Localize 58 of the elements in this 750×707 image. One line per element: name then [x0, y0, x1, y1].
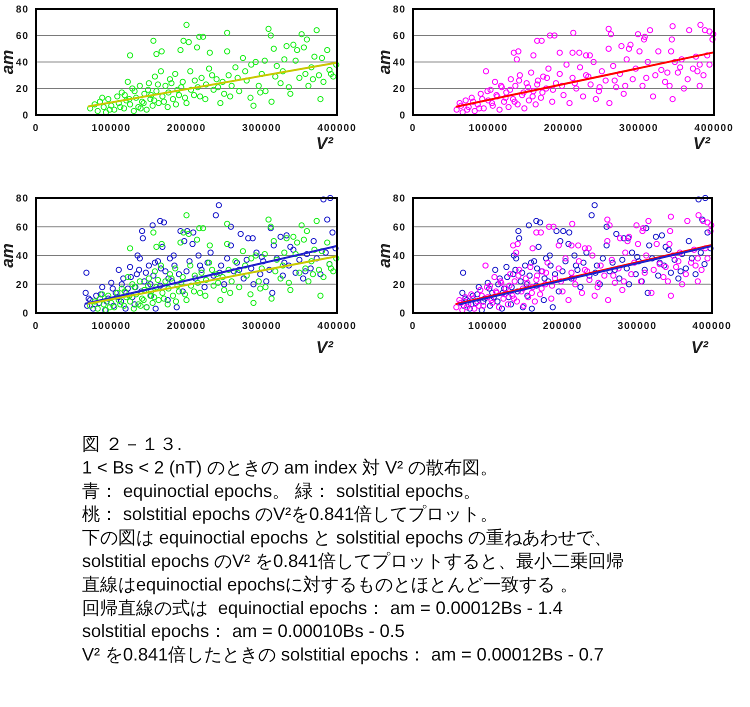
x-tick-label: 300000	[619, 123, 658, 134]
x-axis-title: V²	[691, 338, 710, 357]
text: 図 ２－１３.	[82, 434, 182, 454]
y-tick-label: 80	[16, 194, 29, 204]
y-axis-title: am	[0, 243, 17, 268]
text: 下の図は equinoctial epochs と solstitial epochs の重ねあわせで、	[82, 528, 612, 548]
x-tick-label: 0	[410, 321, 416, 332]
y-tick-label: 0	[399, 308, 406, 320]
y-tick-label: 40	[392, 58, 406, 68]
x-tick-label: 100000	[92, 123, 131, 134]
text: 回帰直線の式は equinoctial epochs： am = 0.00012Bs - 1.4	[82, 598, 563, 618]
x-tick-label: 200000	[166, 321, 206, 332]
x-tick-label: 300000	[618, 321, 657, 332]
x-tick-label: 400000	[692, 321, 732, 332]
x-tick-label: 200000	[544, 123, 584, 134]
x-tick-label: 0	[32, 321, 40, 332]
text: 1 < Bs < 2 (nT) のときの am index 対 V² の散布図。	[82, 457, 498, 478]
y-axis-title: am	[375, 50, 394, 74]
x-tick-label: 100000	[92, 321, 131, 332]
text: solstitial epochs のV² を0.841倍してプロットすると、最小二乗回帰	[82, 551, 624, 571]
x-axis-title: V²	[316, 338, 334, 357]
text: 青： equinoctial epochs。 緑： solstitial epochs。	[82, 480, 482, 501]
x-axis-title: V²	[693, 134, 712, 153]
x-tick-label: 100000	[468, 321, 508, 332]
x-tick-label: 0	[410, 123, 416, 134]
x-tick-label: 400000	[317, 123, 357, 134]
y-tick-label: 60	[16, 31, 29, 42]
x-tick-label: 200000	[166, 123, 206, 134]
y-tick-label: 80	[16, 4, 29, 16]
y-tick-label: 0	[399, 110, 406, 122]
y-tick-label: 40	[16, 251, 29, 262]
y-tick-label: 0	[22, 308, 29, 320]
y-tick-label: 80	[392, 4, 406, 16]
y-tick-label: 60	[392, 222, 406, 234]
text: 直線はequinoctial epochsに対するものとほとんど一致する 。	[82, 574, 578, 594]
y-tick-label: 20	[392, 280, 406, 291]
y-tick-label: 20	[392, 84, 406, 95]
y-tick-label: 20	[16, 280, 29, 291]
x-tick-label: 100000	[468, 123, 508, 134]
text: V² を0.841倍したときの solstitial epochs： am = 0.00012Bs - 0.7	[82, 644, 604, 665]
y-tick-label: 40	[16, 58, 29, 68]
y-tick-label: 60	[392, 31, 406, 42]
x-tick-label: 400000	[317, 321, 357, 332]
y-tick-label: 60	[16, 222, 29, 234]
y-tick-label: 40	[392, 251, 406, 262]
x-tick-label: 300000	[242, 123, 282, 134]
x-tick-label: 200000	[542, 321, 582, 332]
x-tick-label: 300000	[242, 321, 282, 332]
text: solstitial epochs： am = 0.00010Bs - 0.5	[82, 621, 405, 642]
y-axis-title: am	[0, 50, 17, 74]
y-axis-title: am	[375, 243, 394, 268]
text: 桃： solstitial epochs のV²を0.841倍してプロット。	[82, 504, 498, 524]
y-tick-label: 80	[392, 194, 406, 204]
x-tick-label: 400000	[694, 123, 734, 134]
x-axis-title: V²	[316, 134, 334, 153]
y-tick-label: 20	[16, 84, 29, 95]
x-tick-label: 0	[32, 123, 40, 134]
y-tick-label: 0	[22, 110, 29, 122]
